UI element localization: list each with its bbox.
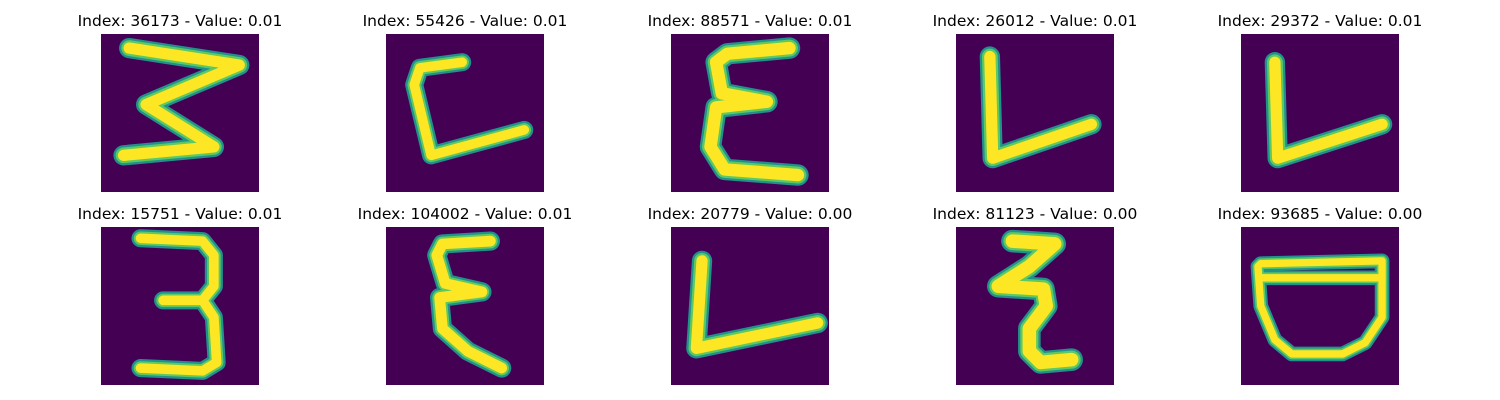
- panel-title: Index: 26012 - Value: 0.01: [932, 12, 1138, 30]
- panel-3: Index: 88571 - Value: 0.01: [610, 12, 890, 197]
- panel-10: Index: 93685 - Value: 0.00: [1180, 205, 1460, 390]
- panel-9: Index: 81123 - Value: 0.00: [895, 205, 1175, 390]
- digit-image: [956, 227, 1114, 385]
- panel-1: Index: 36173 - Value: 0.01: [40, 12, 320, 197]
- digit-image: [671, 227, 829, 385]
- digit-image: [956, 34, 1114, 192]
- panel-7: Index: 104002 - Value: 0.01: [325, 205, 605, 390]
- l-slanted-icon: [1241, 34, 1399, 192]
- bowl-icon: [1241, 227, 1399, 385]
- digit-image: [1241, 227, 1399, 385]
- epsilon-icon: [386, 227, 544, 385]
- digit-image: [101, 227, 259, 385]
- 3-zigzag-icon: [101, 34, 259, 192]
- digit-image: [671, 34, 829, 192]
- panel-title: Index: 104002 - Value: 0.01: [357, 205, 573, 223]
- panel-4: Index: 26012 - Value: 0.01: [895, 12, 1175, 197]
- 3-digit-icon: [101, 227, 259, 385]
- l-slanted-icon: [956, 34, 1114, 192]
- digit-image: [386, 34, 544, 192]
- panel-title: Index: 88571 - Value: 0.01: [647, 12, 853, 30]
- panel-5: Index: 29372 - Value: 0.01: [1180, 12, 1460, 197]
- panel-title: Index: 29372 - Value: 0.01: [1217, 12, 1423, 30]
- panel-title: Index: 55426 - Value: 0.01: [362, 12, 568, 30]
- l-slanted-icon: [671, 227, 829, 385]
- epsilon-icon: [671, 34, 829, 192]
- panel-2: Index: 55426 - Value: 0.01: [325, 12, 605, 197]
- panel-title: Index: 36173 - Value: 0.01: [77, 12, 283, 30]
- z-curl-icon: [956, 227, 1114, 385]
- panel-title: Index: 81123 - Value: 0.00: [932, 205, 1138, 223]
- c-angular-icon: [386, 34, 544, 192]
- panel-8: Index: 20779 - Value: 0.00: [610, 205, 890, 390]
- panel-title: Index: 93685 - Value: 0.00: [1217, 205, 1423, 223]
- digit-image: [101, 34, 259, 192]
- digit-image: [386, 227, 544, 385]
- panel-title: Index: 20779 - Value: 0.00: [647, 205, 853, 223]
- panel-title: Index: 15751 - Value: 0.01: [77, 205, 283, 223]
- digit-image: [1241, 34, 1399, 192]
- panel-6: Index: 15751 - Value: 0.01: [40, 205, 320, 390]
